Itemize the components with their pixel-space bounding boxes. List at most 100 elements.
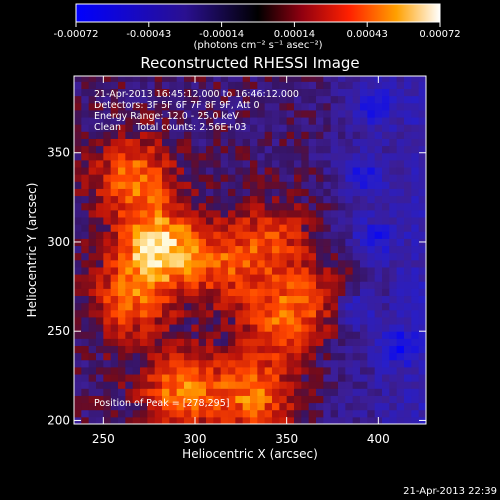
heatmap-cell xyxy=(191,195,200,204)
heatmap-cell xyxy=(360,124,368,132)
heatmap-cell xyxy=(169,302,178,311)
heatmap-cell xyxy=(367,324,376,332)
heatmap-cell xyxy=(264,131,273,139)
heatmap-cell xyxy=(286,231,295,239)
heatmap-cell xyxy=(404,152,412,161)
heatmap-cell xyxy=(154,202,163,211)
heatmap-cell xyxy=(220,402,229,411)
heatmap-cell xyxy=(352,274,361,282)
heatmap-cell xyxy=(96,352,104,361)
heatmap-cell xyxy=(176,231,185,239)
heatmap-cell xyxy=(198,81,207,89)
heatmap-cell xyxy=(404,117,412,125)
heatmap-cell xyxy=(286,131,295,139)
heatmap-cell xyxy=(308,331,317,339)
heatmap-cell xyxy=(118,259,126,268)
heatmap-cell xyxy=(191,145,200,154)
heatmap-cell xyxy=(191,167,200,175)
heatmap-cell xyxy=(316,245,324,254)
heatmap-cell xyxy=(374,316,383,325)
heatmap-cell xyxy=(162,352,170,361)
heatmap-cell xyxy=(316,209,324,218)
heatmap-cell xyxy=(352,402,361,411)
heatmap-cell xyxy=(418,274,426,282)
heatmap-cell xyxy=(220,195,229,204)
heatmap-cell xyxy=(316,381,324,389)
heatmap-cell xyxy=(198,231,207,239)
heatmap-cell xyxy=(374,152,383,161)
heatmap-cell xyxy=(382,131,390,139)
heatmap-cell xyxy=(389,416,398,424)
heatmap-cell xyxy=(257,76,266,82)
heatmap-cell xyxy=(198,402,207,411)
heatmap-cell xyxy=(228,152,236,161)
heatmap-cell xyxy=(345,224,354,232)
heatmap-cell xyxy=(81,366,90,375)
heatmap-cell xyxy=(286,102,295,111)
heatmap-cell xyxy=(250,324,258,332)
heatmap-cell xyxy=(228,231,236,239)
heatmap-cell xyxy=(110,409,119,418)
heatmap-cell xyxy=(279,81,288,89)
heatmap-cell xyxy=(323,352,332,361)
heatmap-cell xyxy=(169,245,178,254)
heatmap-cell xyxy=(184,295,192,304)
heatmap-cell xyxy=(382,281,390,289)
heatmap-cell xyxy=(228,76,236,82)
heatmap-cell xyxy=(360,109,368,118)
heatmap-cell xyxy=(242,338,251,346)
heatmap-cell xyxy=(272,95,280,104)
heatmap-cell xyxy=(250,402,258,411)
heatmap-cell xyxy=(250,195,258,204)
heatmap-cell xyxy=(81,374,90,382)
heatmap-cell xyxy=(301,352,310,361)
heatmap-cell xyxy=(286,245,295,254)
heatmap-cell xyxy=(235,152,244,161)
heatmap-cell xyxy=(162,209,170,218)
heatmap-cell xyxy=(264,309,273,318)
heatmap-cell xyxy=(272,138,280,147)
heatmap-cell xyxy=(301,281,310,289)
heatmap-cell xyxy=(242,324,251,332)
heatmap-cell xyxy=(308,374,317,382)
heatmap-cell xyxy=(286,331,295,339)
heatmap-cell xyxy=(316,181,324,189)
heatmap-cell xyxy=(352,167,361,175)
heatmap-cell xyxy=(418,124,426,132)
heatmap-cell xyxy=(323,395,332,404)
heatmap-cell xyxy=(345,274,354,282)
heatmap-cell xyxy=(374,159,383,168)
heatmap-cell xyxy=(169,288,178,297)
heatmap-cell xyxy=(206,81,214,89)
heatmap-cell xyxy=(74,388,82,396)
heatmap-cell xyxy=(360,331,368,339)
heatmap-cell xyxy=(118,252,126,261)
heatmap-cell xyxy=(382,124,390,132)
heatmap-cell xyxy=(301,338,310,346)
heatmap-cell xyxy=(191,259,200,268)
heatmap-cell xyxy=(279,266,288,275)
heatmap-cell xyxy=(382,259,390,268)
heatmap-cell xyxy=(140,216,148,225)
heatmap-cell xyxy=(301,88,310,97)
heatmap-cell xyxy=(176,309,185,318)
heatmap-cell xyxy=(88,109,97,118)
heatmap-cell xyxy=(374,195,383,204)
heatmap-cell xyxy=(88,302,97,311)
heatmap-cell xyxy=(286,88,295,97)
heatmap-cell xyxy=(286,416,295,424)
heatmap-cell xyxy=(118,388,126,396)
heatmap-cell xyxy=(323,331,332,339)
heatmap-cell xyxy=(257,324,266,332)
heatmap-cell xyxy=(242,374,251,382)
heatmap-cell xyxy=(418,266,426,275)
heatmap-cell xyxy=(279,409,288,418)
heatmap-cell xyxy=(279,138,288,147)
heatmap-cell xyxy=(184,416,192,424)
heatmap-cell xyxy=(279,174,288,182)
heatmap-cell xyxy=(272,395,280,404)
heatmap-cell xyxy=(220,366,229,375)
heatmap-cell xyxy=(118,231,126,239)
heatmap-cell xyxy=(140,331,148,339)
heatmap-cell xyxy=(286,167,295,175)
